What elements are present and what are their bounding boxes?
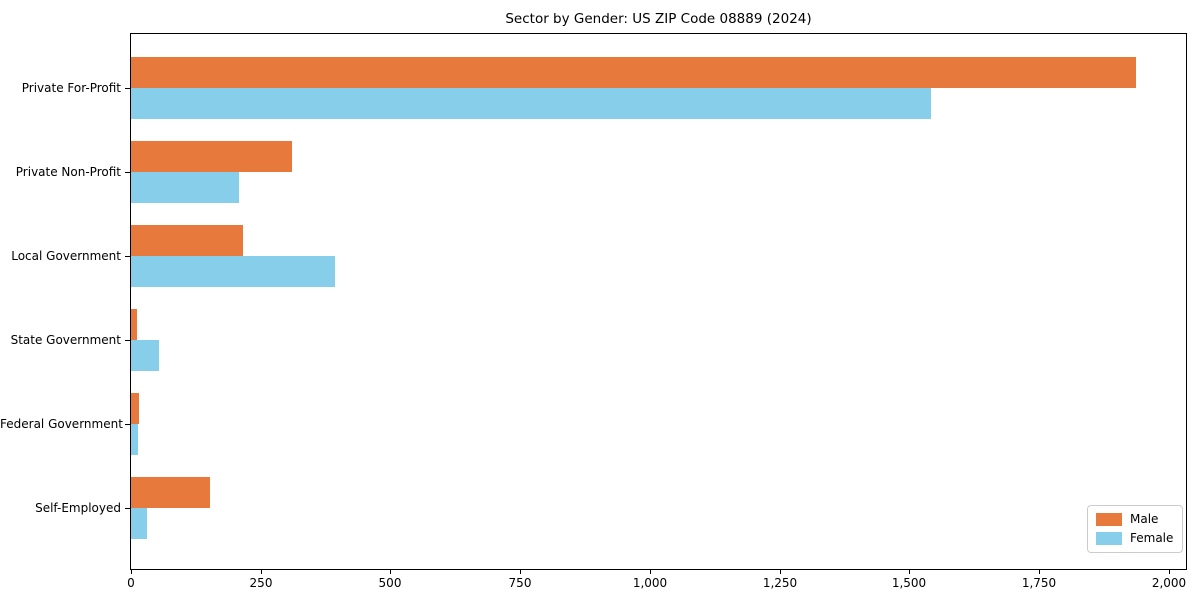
male-series-swatch [1096,513,1122,526]
male-bar-local-government [131,225,243,256]
male-bar-federal-government [131,393,139,424]
y-tick-mark [125,340,130,341]
x-tick-mark [390,570,391,574]
x-tick-label-1000: 1,000 [632,576,668,590]
x-tick-mark [650,570,651,574]
x-tick-mark [1169,570,1170,574]
x-tick-label-1500: 1,500 [891,576,927,590]
y-tick-label-private-non-profit: Private Non-Profit [15,165,121,179]
y-tick-mark [125,172,130,173]
male-bar-state-government [131,309,137,340]
legend-label-male: Male [1130,512,1159,526]
female-bar-federal-government [131,424,138,455]
x-tick-label-1750: 1,750 [1021,576,1057,590]
y-tick-mark [125,508,130,509]
x-tick-label-500: 500 [378,576,402,590]
x-tick-label-0: 0 [127,576,135,590]
x-tick-mark [1039,570,1040,574]
legend-label-female: Female [1130,531,1174,545]
female-series-swatch [1096,532,1122,545]
legend: Male Female [1087,505,1183,553]
y-tick-label-local-government: Local Government [11,249,121,263]
female-bar-state-government [131,340,159,371]
y-tick-label-self-employed: Self-Employed [35,501,121,515]
x-tick-label-750: 750 [508,576,532,590]
plot-area: Male Female [130,33,1187,570]
x-tick-mark [131,570,132,574]
x-tick-label-2000: 2,000 [1151,576,1187,590]
female-bar-self-employed [131,508,147,539]
x-tick-mark [261,570,262,574]
male-bar-private-non-profit [131,141,292,172]
y-tick-label-federal-government: Federal Government [0,417,123,431]
female-bar-private-non-profit [131,172,239,203]
chart-title: Sector by Gender: US ZIP Code 08889 (202… [505,11,812,27]
legend-item-male: Male [1096,513,1174,526]
male-bar-self-employed [131,477,210,508]
y-tick-label-state-government: State Government [10,333,121,347]
x-tick-mark [780,570,781,574]
y-tick-mark [125,88,130,89]
x-tick-mark [909,570,910,574]
legend-item-female: Female [1096,532,1174,545]
female-bar-local-government [131,256,335,287]
y-tick-label-private-for-profit: Private For-Profit [21,81,121,95]
male-bar-private-for-profit [131,57,1136,88]
x-tick-label-250: 250 [249,576,273,590]
female-bar-private-for-profit [131,88,931,119]
x-tick-label-1250: 1,250 [762,576,798,590]
x-tick-mark [520,570,521,574]
y-tick-mark [125,424,130,425]
y-tick-mark [125,256,130,257]
